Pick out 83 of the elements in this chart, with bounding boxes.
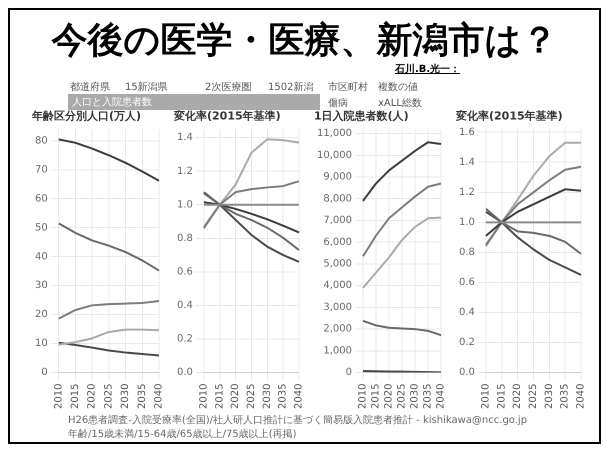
text: 1502新潟 <box>268 80 314 94</box>
text: 市区町村 <box>328 80 368 94</box>
x-tick-label: 2025 <box>396 384 408 410</box>
x-tick-label: 2030 <box>410 384 421 410</box>
y-tick-label: 0.0 <box>458 367 475 378</box>
chart-title: 変化率(2015年基準) <box>455 109 563 122</box>
y-tick-label: 9,000 <box>323 172 352 183</box>
x-tick-label: 2020 <box>230 384 242 410</box>
y-tick-label: 0.8 <box>176 232 193 244</box>
x-tick-label: 2025 <box>528 384 540 410</box>
x-tick-label: 2020 <box>512 384 524 410</box>
chart-title: 年齢区分別人口(万人) <box>31 109 142 122</box>
y-tick-label: 60 <box>34 193 48 204</box>
y-tick-label: 0.6 <box>458 277 475 288</box>
y-tick-label: 0.4 <box>458 307 475 318</box>
x-tick-label: 2040 <box>154 384 165 410</box>
y-tick-label: 2,000 <box>323 324 352 335</box>
y-tick-label: 1.2 <box>176 166 193 177</box>
x-tick-label: 2030 <box>120 384 132 410</box>
text: 15新潟県 <box>125 80 168 94</box>
chart-title: 変化率(2015年基準) <box>173 109 281 122</box>
chart-title: 1日入院患者数(人) <box>314 109 409 122</box>
x-tick-label: 2010 <box>198 384 210 410</box>
y-tick-label: 80 <box>34 135 48 146</box>
text: 傷病 <box>328 96 348 110</box>
x-tick-label: 2040 <box>436 384 447 410</box>
x-tick-label: 2015 <box>496 384 508 410</box>
y-tick-label: 1.0 <box>458 216 475 228</box>
x-tick-label: 2035 <box>422 384 434 410</box>
x-tick-label: 2010 <box>358 384 369 410</box>
y-tick-label: 0 <box>346 367 352 378</box>
text: 2次医療圏 <box>205 80 252 94</box>
text: 複数の値 <box>378 80 418 94</box>
y-tick-label: 20 <box>34 309 48 320</box>
y-tick-label: 70 <box>34 164 48 176</box>
x-tick-label: 2010 <box>53 384 64 410</box>
y-tick-label: 40 <box>34 251 48 262</box>
y-tick-label: 5,000 <box>323 258 352 270</box>
x-tick-label: 2030 <box>544 384 555 410</box>
x-tick-label: 2015 <box>70 384 82 410</box>
y-tick-label: 1.2 <box>458 186 475 198</box>
x-tick-label: 2040 <box>576 384 587 410</box>
y-tick-label: 10 <box>34 338 48 350</box>
y-tick-label: 1.0 <box>176 199 193 210</box>
y-tick-label: 50 <box>34 222 48 234</box>
y-tick-label: 3,000 <box>323 302 352 313</box>
x-tick-label: 2025 <box>103 384 114 410</box>
x-tick-label: 2015 <box>370 384 382 410</box>
y-tick-label: 0.0 <box>176 367 193 378</box>
x-tick-label: 2010 <box>480 384 492 410</box>
y-tick-label: 11,000 <box>316 128 352 140</box>
y-tick-label: 0.4 <box>176 300 193 312</box>
x-tick-label: 2020 <box>384 384 395 410</box>
y-tick-label: 0.2 <box>458 337 475 348</box>
y-tick-label: 1,000 <box>323 345 352 356</box>
y-tick-label: 30 <box>34 280 48 292</box>
x-tick-label: 2035 <box>136 384 148 410</box>
text: 都道府県 <box>70 80 110 94</box>
text: 石川.B.光一： <box>395 62 460 76</box>
y-tick-label: 1.6 <box>458 126 475 138</box>
x-tick-label: 2030 <box>262 384 273 410</box>
y-tick-label: 8,000 <box>323 193 352 204</box>
x-tick-label: 2020 <box>86 384 98 410</box>
y-tick-label: 10,000 <box>316 150 352 161</box>
text: xALL総数 <box>378 97 422 110</box>
y-tick-label: 4,000 <box>323 280 352 292</box>
text: 今後の医学・医療、新潟市は？ <box>50 19 558 63</box>
y-tick-label: 0.6 <box>176 266 193 278</box>
y-tick-label: 0.2 <box>176 334 193 345</box>
text: 人口と入院患者数 <box>68 94 320 110</box>
x-tick-label: 2040 <box>294 384 305 410</box>
x-tick-label: 2035 <box>560 384 571 410</box>
y-tick-label: 1.4 <box>458 156 475 168</box>
y-tick-label: 7,000 <box>323 215 352 226</box>
y-tick-label: 0.8 <box>458 246 475 258</box>
y-tick-label: 0 <box>41 367 48 378</box>
text: 年齢/15歳未満/15-64歳/65歳以上/75歳以上(再掲) <box>68 428 297 441</box>
x-tick-label: 2015 <box>214 384 226 410</box>
text: H26患者調査-入院受療率(全国)/社人研人口推計に基づく簡易版入院患者推計 - kishikawa@ncc.go.jp <box>68 414 528 427</box>
y-tick-label: 6,000 <box>323 236 352 248</box>
y-tick-label: 1.4 <box>176 132 193 144</box>
x-tick-label: 2035 <box>278 384 289 410</box>
x-tick-label: 2025 <box>246 384 258 410</box>
